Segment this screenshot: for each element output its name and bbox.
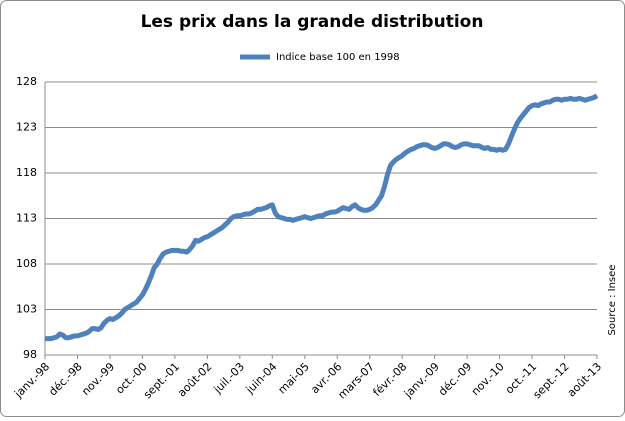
y-tick-label: 128 — [16, 75, 37, 88]
y-tick-label: 118 — [16, 166, 37, 179]
legend-label: Indice base 100 en 1998 — [276, 52, 400, 63]
source: Source : Insee — [607, 265, 618, 336]
y-tick-label: 98 — [23, 348, 37, 361]
line-series — [45, 93, 599, 342]
y-tick-label: 108 — [16, 257, 37, 270]
y-tick-label: 113 — [16, 212, 37, 225]
chart-title: Les prix dans la grande distribution — [141, 12, 484, 32]
y-tick-label: 123 — [16, 121, 37, 134]
y-tick-label: 103 — [16, 303, 37, 316]
